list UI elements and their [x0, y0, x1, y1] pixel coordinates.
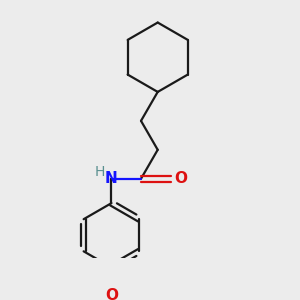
Text: O: O	[174, 171, 187, 186]
Text: H: H	[95, 165, 105, 179]
Text: O: O	[105, 288, 118, 300]
Text: N: N	[105, 171, 118, 186]
